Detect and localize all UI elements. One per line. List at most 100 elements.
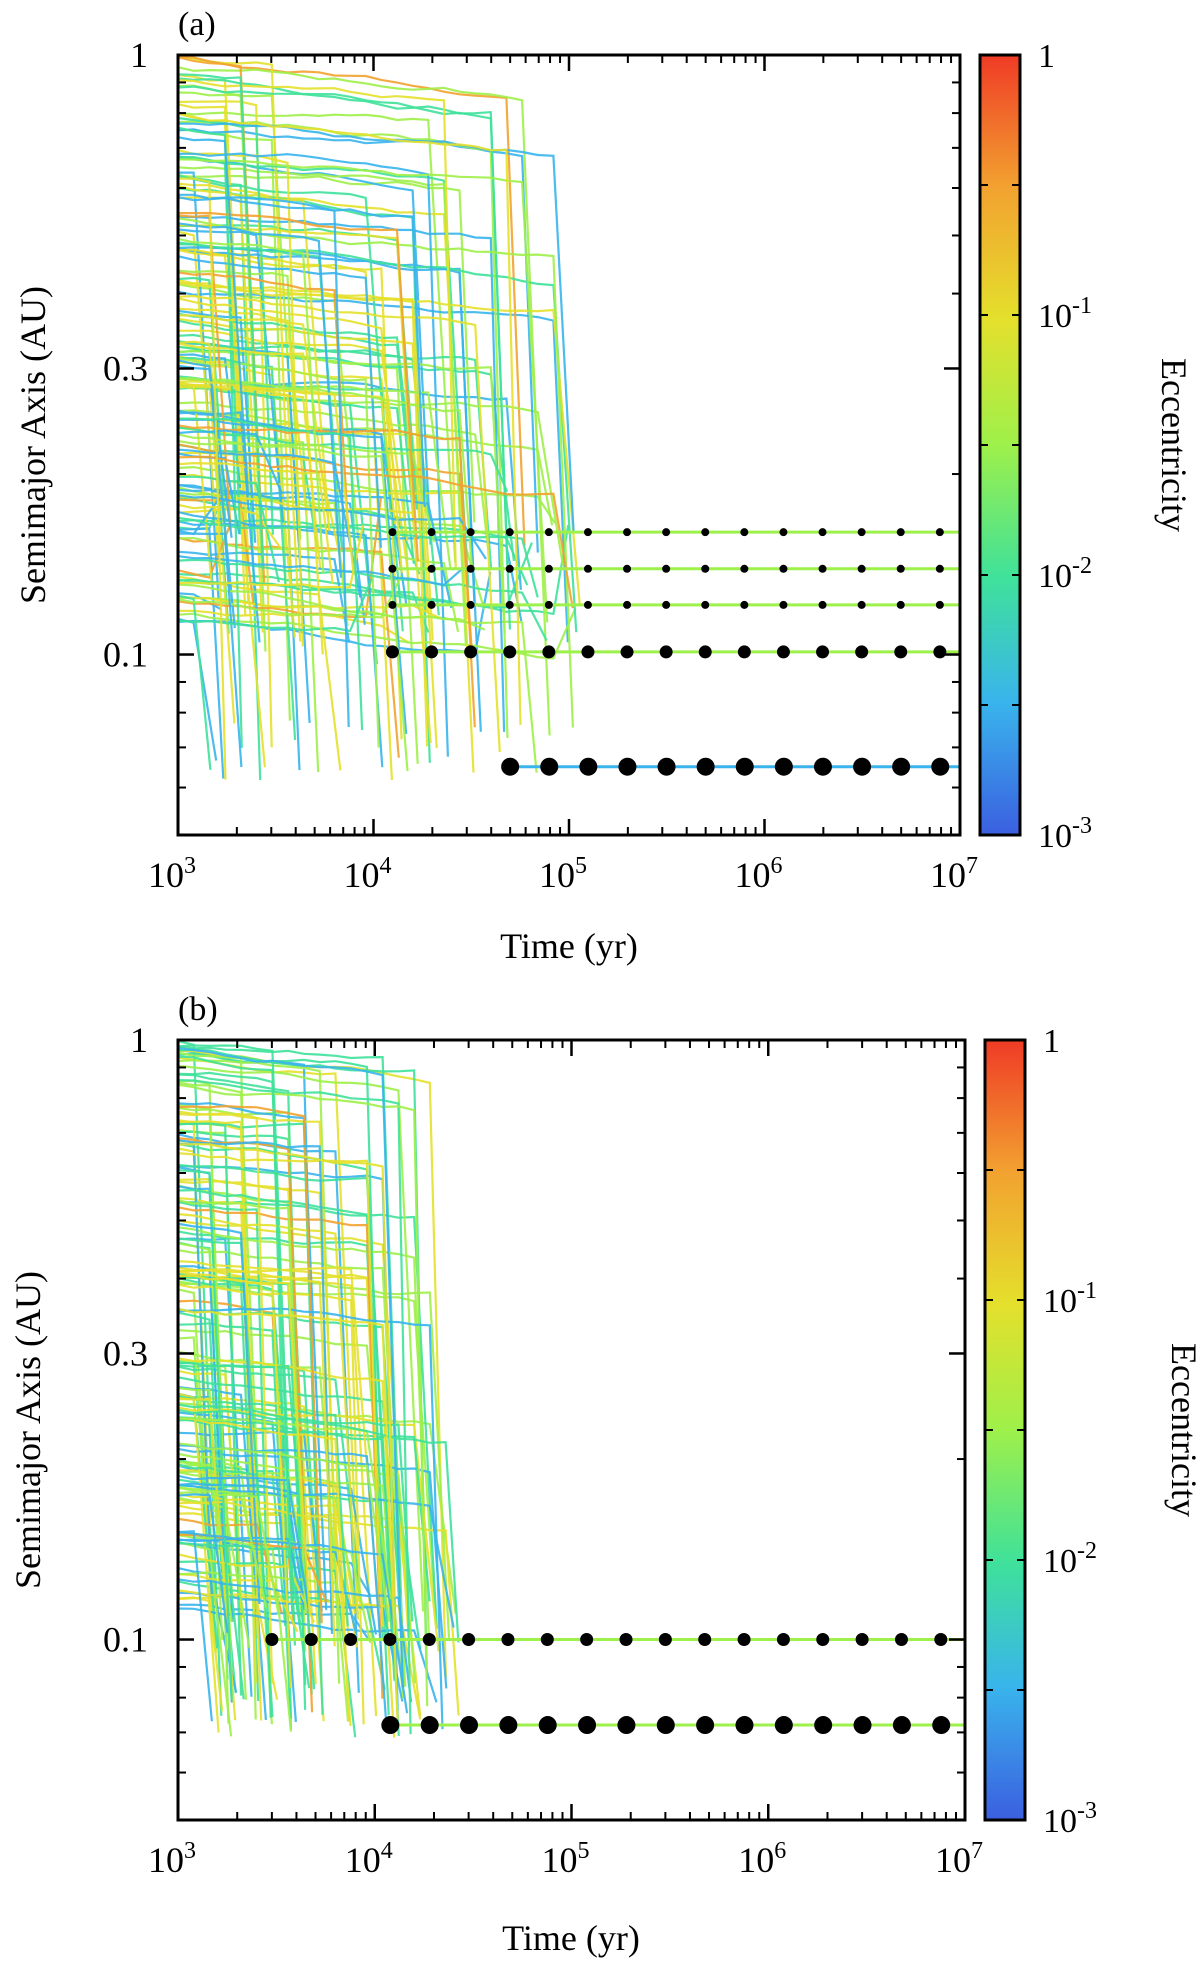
trajectory-line [178,532,243,768]
trajectory-line [178,359,233,538]
trajectory-line [178,314,331,531]
planet-marker [544,564,553,573]
planet-marker [853,1716,872,1735]
planet-marker [505,564,514,573]
planet-marker [935,528,944,537]
planet-marker [427,564,436,573]
trajectory-line [178,1474,311,1612]
trajectory-line [178,494,487,560]
planet-marker [894,1633,908,1647]
planet-marker [580,1633,594,1647]
trajectory-line [178,1530,213,1722]
planet-marker [892,1716,911,1735]
planet-marker [896,564,905,573]
trajectory-line [178,280,581,607]
x-axis-a: 103 104 105 106 107 [148,55,978,895]
trajectory-line [178,136,250,496]
trajectory-line [178,1491,268,1609]
plot-area-a [178,55,960,781]
trajectory-line [178,455,574,609]
planet-marker [344,1633,358,1647]
planet-marker [542,645,556,659]
trajectory-line [178,196,350,728]
planet-marker [779,528,788,537]
planet-marker [657,757,676,776]
x-tick-label: 103 [148,1838,196,1880]
trajectory-line [178,1122,324,1715]
planet-marker [659,645,673,659]
planet-marker [581,645,595,659]
y-axis-label-b: Semimajor Axis (AU) [8,1271,48,1589]
trajectory-line [178,1152,381,1594]
trajectory-line [178,429,283,494]
planet-marker [737,1633,751,1647]
trajectory-line [178,1102,328,1611]
y-tick-label: 0.1 [103,1620,148,1660]
planet-marker [619,1633,633,1647]
trajectory-line [178,77,509,567]
trajectory-line [178,1442,391,1622]
trajectory-line [178,1496,251,1649]
trajectory-line [178,465,556,524]
planet-marker [740,600,749,609]
planet-marker [544,600,553,609]
planet-marker [383,1633,397,1647]
trajectory-line [178,1200,272,1718]
planet-marker [818,600,827,609]
trajectory-line [178,380,355,575]
trajectory-line [178,594,212,770]
colorbar-tick-label: 10-3 [1038,813,1092,855]
trajectory-line [178,222,342,578]
planet-marker [388,600,397,609]
planet-marker [932,1716,951,1735]
planet-marker [583,564,592,573]
colorbar-tick-label: 1 [1043,1023,1060,1060]
trajectory-line [178,1578,413,1703]
planet-marker [701,528,710,537]
planet-marker [776,645,790,659]
y-tick-label: 0.3 [103,1333,148,1373]
planet-marker [855,1633,869,1647]
trajectory-line [178,1180,335,1599]
y-axis-a: 1 0.3 0.1 [103,35,960,789]
planet-marker [894,645,908,659]
planet-marker [540,757,559,776]
planet-marker [696,757,715,776]
trajectory-line [178,297,403,574]
trajectory-line [178,1064,425,1612]
planet-marker [540,1633,554,1647]
trajectory-line [178,555,464,587]
planet-marker [774,1716,793,1735]
planet-marker [583,528,592,537]
trajectory-line [178,1083,429,1707]
trajectory-line [178,85,511,630]
planet-marker [816,1633,830,1647]
planet-marker [896,528,905,537]
planet-marker [776,1633,790,1647]
trajectory-line [178,417,364,731]
planet-marker [698,645,712,659]
trajectory-line [178,1500,352,1727]
planet-marker [740,564,749,573]
trajectory-line [178,1486,280,1615]
planet-marker [466,600,475,609]
trajectory-line [178,1139,334,1634]
y-tick-label: 0.1 [103,635,148,675]
trajectory-line [178,158,549,623]
trajectory-line [178,1143,396,1598]
trajectory-line [178,575,403,619]
planet-marker [623,528,632,537]
trajectory-line [178,79,457,570]
trajectory-line [178,578,373,633]
planet-marker [505,528,514,537]
planet-marker [578,1716,597,1735]
x-tick-label: 107 [930,853,978,895]
trajectory-line [178,377,474,569]
trajectory-line [178,340,440,616]
trajectory-line [178,112,522,725]
trajectory-line [178,1417,393,1600]
y-axis-label-a: Semimajor Axis (AU) [13,286,53,604]
trajectory-line [178,174,392,515]
trajectory-line [178,73,265,570]
trajectory-line [178,269,302,540]
